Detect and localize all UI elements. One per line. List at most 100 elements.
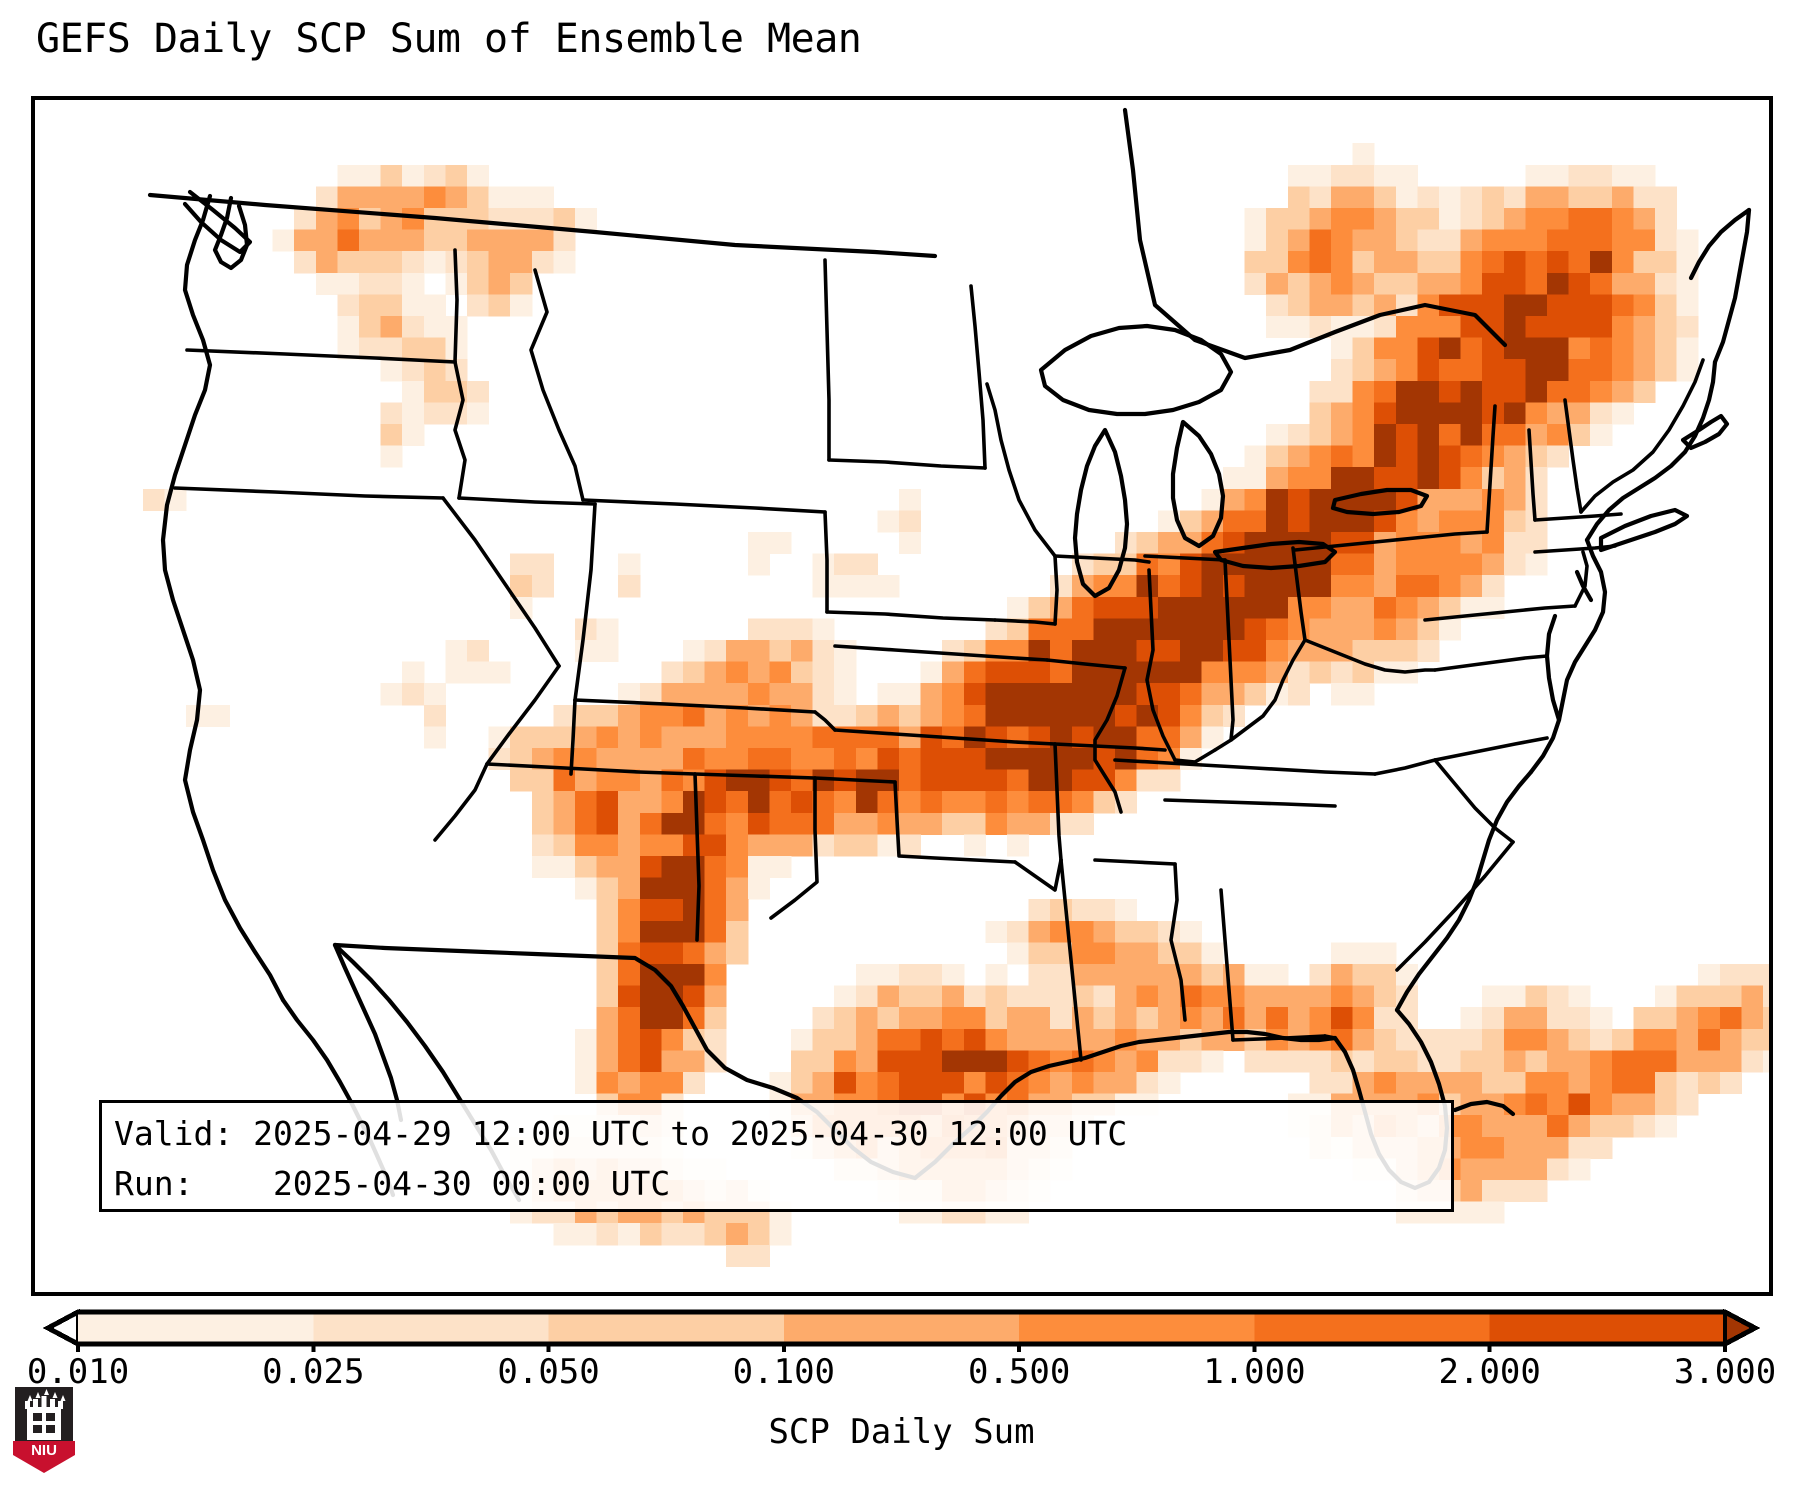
heatmap-cell [1331,1072,1354,1095]
heatmap-cell [942,1028,965,1051]
heatmap-cell [1590,380,1613,403]
heatmap-cell [1115,964,1138,987]
state-border-wi-mn [985,382,1057,558]
heatmap-cell [1223,661,1246,684]
heatmap-cell [704,704,727,727]
heatmap-cell [1503,1028,1526,1051]
heatmap-cell [1223,488,1246,511]
heatmap-cell [661,1072,684,1095]
heatmap-cell [1525,553,1548,576]
heatmap-cell [834,1007,857,1030]
heatmap-cell [1179,942,1202,965]
heatmap-cell [855,1007,878,1030]
heatmap-cell [1395,272,1418,295]
heatmap-cell [1439,337,1462,360]
heatmap-cell [1309,424,1332,447]
heatmap-cell [1439,488,1462,511]
heatmap-cell [1136,1072,1159,1095]
heatmap-cell [1331,985,1354,1008]
heatmap-cell [769,856,792,879]
heatmap-cell [1460,488,1483,511]
bay-of-fundy [1688,207,1752,281]
heatmap-cell [1482,186,1505,209]
heatmap-cell [920,964,943,987]
heatmap-cell [1266,251,1289,274]
heatmap-cell [359,272,382,295]
heatmap-cell [661,1223,684,1246]
heatmap-cell [1460,272,1483,295]
heatmap-cell [596,769,619,792]
heatmap-cell [596,1050,619,1073]
heatmap-cell [1590,229,1613,252]
heatmap-cell [963,748,986,771]
heatmap-cell [1417,510,1440,533]
colorbar-tick-label: 0.500 [967,1352,1071,1392]
heatmap-cell [1115,899,1138,922]
heatmap-cell [1503,316,1526,339]
heatmap-cell [1244,985,1267,1008]
heatmap-cell [1201,726,1224,749]
heatmap-cell [1439,186,1462,209]
heatmap-cell [769,791,792,814]
heatmap-cell [1244,575,1267,598]
state-border-ct-ny [1533,544,1617,554]
heatmap-cell [1309,208,1332,231]
heatmap-cell [704,942,727,965]
heatmap-cell [1050,1028,1073,1051]
heatmap-cell [1482,359,1505,382]
heatmap-cell [920,791,943,814]
heatmap-cell [1525,1115,1548,1138]
state-border-wv-va [1303,638,1437,674]
heatmap-cell [1547,1050,1570,1073]
heatmap-cell [1309,186,1332,209]
heatmap-cell [877,748,900,771]
colorbar[interactable] [0,1300,1803,1352]
heatmap-cell [769,640,792,663]
heatmap-cell [855,575,878,598]
heatmap-cell [1676,1028,1699,1051]
heatmap-cell [661,985,684,1008]
heatmap-cell [1395,316,1418,339]
heatmap-cell [747,1244,770,1267]
heatmap-cell [1007,618,1030,641]
heatmap-cell [1352,964,1375,987]
colorbar-segment [1019,1312,1256,1344]
long-island [1598,507,1690,553]
heatmap-cell [1482,251,1505,274]
heatmap-cell [1525,985,1548,1008]
heatmap-cell [1655,294,1678,317]
heatmap-cell [661,834,684,857]
heatmap-cell [963,704,986,727]
heatmap-cell [1547,424,1570,447]
heatmap-cell [1244,553,1267,576]
heatmap-cell [1352,186,1375,209]
heatmap-cell [1331,272,1354,295]
heatmap-cell [575,1050,598,1073]
heatmap-cell [726,856,749,879]
heatmap-cell [877,812,900,835]
heatmap-cell [920,683,943,706]
heatmap-cell [791,1072,814,1095]
heatmap-cell [1374,316,1397,339]
heatmap-cell [1568,1093,1591,1116]
heatmap-cell [812,704,835,727]
heatmap-cell [596,1007,619,1030]
heatmap-cell [531,229,554,252]
heatmap-cell [1395,402,1418,425]
coast-maine [1712,207,1752,365]
heatmap-cell [1395,640,1418,663]
heatmap-cell [1568,424,1591,447]
heatmap-cell [1287,424,1310,447]
heatmap-cell [1244,596,1267,619]
heatmap-cell [1460,1007,1483,1030]
heatmap-cell [488,272,511,295]
heatmap-cell [467,164,490,187]
heatmap-cell [1525,1136,1548,1159]
coast-atlantic-mid [1528,537,1608,775]
heatmap-cell [1633,359,1656,382]
heatmap-cell [359,186,382,209]
heatmap-cell [1309,1072,1332,1095]
heatmap-cell [834,704,857,727]
heatmap-cell [726,748,749,771]
heatmap-cell [1266,316,1289,339]
